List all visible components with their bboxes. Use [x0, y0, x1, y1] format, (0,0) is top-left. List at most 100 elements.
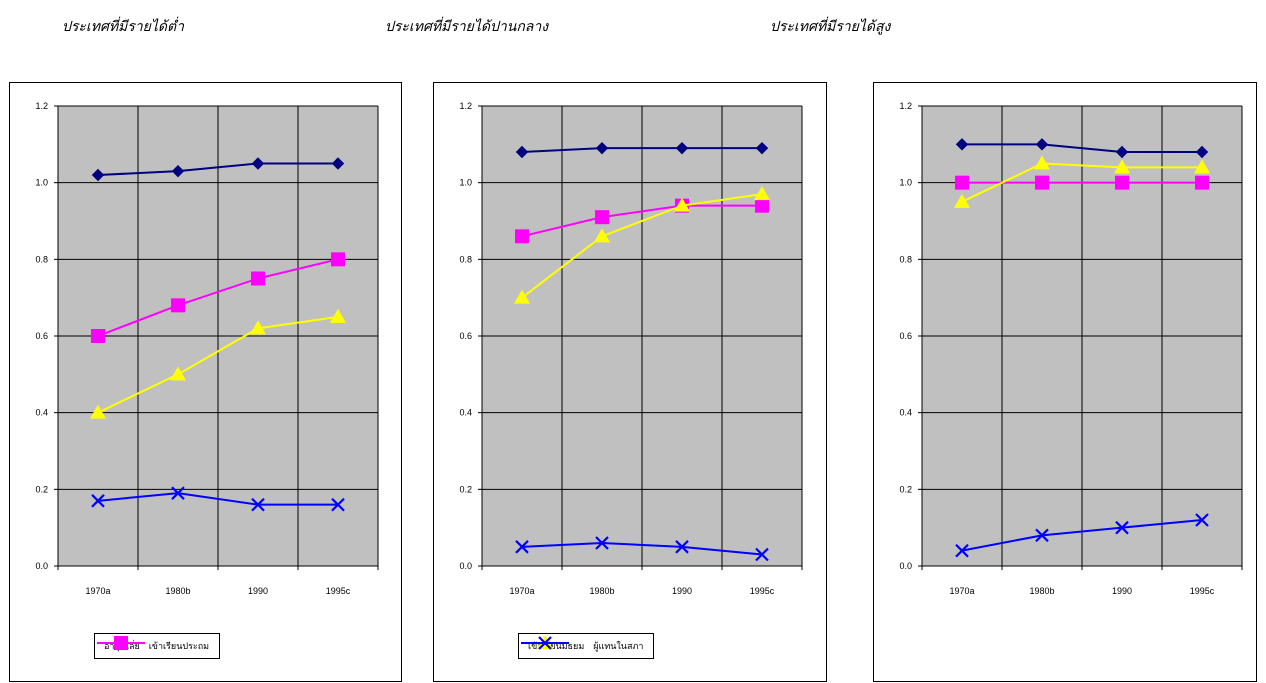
data-point-x	[91, 494, 105, 508]
data-point-square	[515, 229, 529, 244]
series-x	[515, 536, 769, 562]
data-point-triangle	[1034, 155, 1050, 170]
y-tick-label: 1.0	[35, 178, 48, 188]
data-point-diamond	[91, 168, 105, 182]
y-tick-label: 0.0	[35, 561, 48, 571]
series-square	[91, 252, 345, 343]
x-tick-label: 1970a	[949, 586, 974, 596]
y-tick-label: 0.8	[35, 254, 48, 264]
chart-panel-low-income: 0.0 0.2 0.4 0.6 0.8 1.0 1.2 1970a 1980b 1990 1995c…	[9, 82, 402, 682]
data-point-diamond	[1035, 138, 1049, 151]
x-tick-label: 1990	[1112, 586, 1132, 596]
data-point-triangle	[514, 289, 530, 304]
series-x	[91, 486, 345, 512]
y-tick-label: 1.2	[899, 101, 912, 111]
data-point-square	[171, 298, 185, 313]
series-diamond	[955, 138, 1209, 159]
data-point-x	[755, 547, 769, 562]
data-point-square	[1115, 175, 1129, 190]
data-point-square	[755, 198, 769, 213]
y-tick-label: 0.6	[899, 331, 912, 341]
series-triangle	[954, 155, 1210, 208]
legend-marker-square	[114, 636, 128, 650]
data-point-diamond	[955, 138, 969, 151]
data-point-triangle	[90, 404, 106, 419]
series-line	[97, 162, 338, 176]
data-point-square	[1195, 175, 1209, 190]
x-tick-label: 1970a	[509, 586, 534, 596]
legend-left: อายุเฉลี่ยเข้าเรียนประถม	[94, 633, 221, 659]
y-tick-label: 0.4	[35, 408, 48, 418]
x-tick-label: 1990	[672, 586, 692, 596]
series-diamond	[91, 157, 345, 182]
y-tick-label: 0.6	[459, 331, 472, 341]
data-point-x	[1195, 513, 1209, 527]
data-point-x	[1035, 528, 1049, 543]
data-point-triangle	[170, 366, 186, 381]
series-line	[97, 258, 339, 337]
chart-panel-middle-income: 0.0 0.2 0.4 0.6 0.8 1.0 1.2 1970a 1980b 1990 1995c…	[433, 82, 827, 682]
series-line	[521, 147, 762, 153]
y-tick-label: 1.2	[459, 101, 472, 111]
chart-high-income: 0.0 0.2 0.4 0.6 0.8 1.0 1.2 1970a 1980b 1990 1995c	[899, 101, 1243, 596]
y-tick-label: 1.2	[35, 101, 48, 111]
data-point-triangle	[330, 308, 346, 323]
data-point-triangle	[1194, 159, 1210, 174]
legend-label: ผู้แทนในสภา	[593, 642, 644, 652]
title-middle-income: ประเทศที่มีรายได้ปานกลาง	[385, 19, 549, 35]
y-tick-label: 0.4	[899, 408, 912, 418]
y-tick-label: 1.0	[899, 178, 912, 188]
data-point-x	[171, 486, 185, 500]
x-tick-label: 1995c	[1190, 586, 1215, 596]
chart-low-income: 0.0 0.2 0.4 0.6 0.8 1.0 1.2 1970a 1980b 1990 1995c	[35, 101, 379, 596]
series-line	[97, 315, 339, 414]
title-low-income: ประเทศที่มีรายได้ต่ำ	[62, 19, 184, 35]
data-point-diamond	[515, 145, 529, 159]
series-line	[962, 143, 1202, 153]
data-point-square	[91, 329, 105, 343]
chart-panel-high-income: 0.0 0.2 0.4 0.6 0.8 1.0 1.2 1970a 1980b 1990 1995c	[873, 82, 1257, 682]
series-line	[961, 519, 1203, 552]
x-tick-label: 1995c	[750, 586, 775, 596]
x-tick-label: 1995c	[326, 586, 351, 596]
data-point-x	[955, 543, 969, 558]
legend-label: เข้าเรียนประถม	[148, 642, 210, 652]
y-tick-label: 0.8	[459, 254, 472, 264]
legend-swatch-square	[97, 636, 145, 650]
series-x	[955, 513, 1209, 558]
data-point-square	[1035, 175, 1049, 190]
data-point-triangle	[250, 320, 266, 335]
data-point-diamond	[755, 141, 769, 155]
data-point-diamond	[675, 141, 689, 155]
data-point-x	[331, 497, 345, 512]
data-point-x	[595, 536, 609, 550]
data-point-diamond	[171, 164, 185, 178]
y-tick-label: 0.0	[899, 561, 912, 571]
x-tick-label: 1980b	[589, 586, 614, 596]
data-point-square	[251, 271, 265, 286]
series-triangle	[514, 186, 770, 304]
y-tick-label: 0.8	[899, 254, 912, 264]
legend-swatch-x	[521, 636, 569, 650]
chart-middle-income: 0.0 0.2 0.4 0.6 0.8 1.0 1.2 1970a 1980b 1990 1995c	[459, 101, 803, 596]
data-point-x	[675, 540, 689, 554]
legend-label: เข้าเรียนมัธยม	[528, 642, 585, 652]
data-point-triangle	[594, 228, 610, 243]
series-line	[961, 162, 1202, 203]
y-tick-label: 0.4	[459, 408, 472, 418]
series-triangle	[90, 308, 346, 419]
legend-middle: เข้าเรียนมัธยม ผู้แทนในสภา	[518, 633, 655, 659]
data-point-square	[595, 210, 609, 225]
data-point-diamond	[251, 157, 265, 170]
title-high-income: ประเทศที่มีรายได้สูง	[770, 19, 891, 35]
y-tick-label: 0.0	[459, 561, 472, 571]
series-diamond	[515, 141, 769, 159]
data-point-x	[251, 497, 265, 512]
data-point-diamond	[595, 141, 609, 155]
y-tick-label: 0.2	[35, 484, 48, 494]
x-tick-label: 1980b	[1029, 586, 1054, 596]
y-tick-label: 0.2	[899, 484, 912, 494]
series-line	[97, 492, 338, 506]
data-point-square	[955, 175, 969, 190]
series-line	[521, 541, 763, 556]
